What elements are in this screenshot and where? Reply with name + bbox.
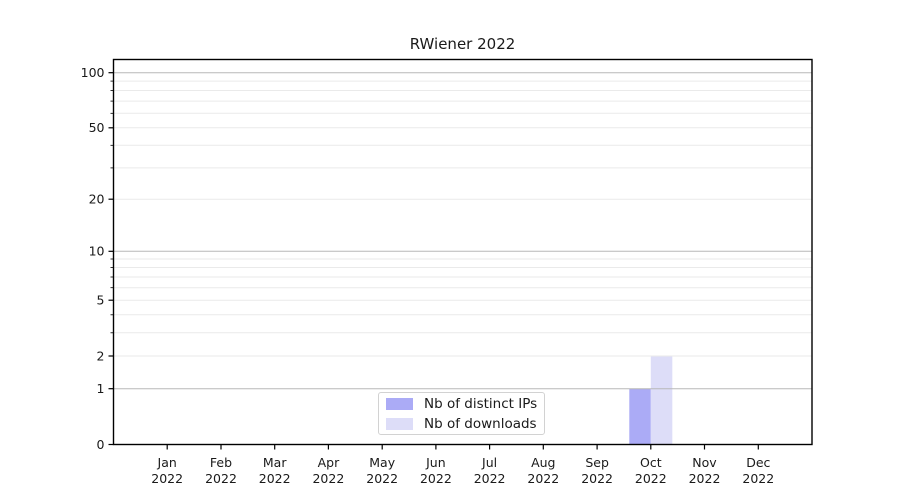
x-tick-label-year: 2022: [635, 471, 667, 486]
bar-downloads-oct: [650, 356, 673, 445]
y-tick-label: 2: [97, 348, 105, 363]
legend-item-distinct-ips: Nb of distinct IPs: [386, 395, 544, 412]
x-tick-label-year: 2022: [527, 471, 559, 486]
y-tick-label: 1: [97, 381, 105, 396]
y-tick-label: 50: [89, 120, 105, 135]
x-tick-label-year: 2022: [742, 471, 774, 486]
x-tick-label-month: Oct: [640, 455, 662, 470]
bar-distinct-ips-oct: [629, 388, 651, 445]
x-tick-label-month: Nov: [692, 455, 717, 470]
x-tick-label-month: Sep: [585, 455, 609, 470]
y-tick-label: 0: [97, 437, 105, 452]
legend-item-downloads: Nb of downloads: [386, 415, 544, 432]
legend-swatch-downloads: [386, 417, 413, 430]
x-tick-label-year: 2022: [420, 471, 452, 486]
x-tick-label-month: Apr: [318, 455, 340, 470]
legend-swatch-distinct-ips: [386, 397, 413, 410]
x-tick-label-year: 2022: [312, 471, 344, 486]
x-tick-label-year: 2022: [205, 471, 237, 486]
x-tick-label-year: 2022: [689, 471, 721, 486]
x-tick-label-year: 2022: [151, 471, 183, 486]
x-tick-label-year: 2022: [581, 471, 613, 486]
legend-label-downloads: Nb of downloads: [424, 415, 537, 432]
x-tick-label-month: Dec: [746, 455, 770, 470]
y-tick-label: 20: [89, 192, 105, 207]
legend-label-distinct-ips: Nb of distinct IPs: [424, 395, 538, 412]
x-tick-label-month: Jul: [481, 455, 497, 470]
chart-title: RWiener 2022: [409, 35, 516, 53]
y-tick-label: 100: [81, 65, 105, 80]
x-tick-label-month: Jun: [425, 455, 446, 470]
x-tick-label-month: Mar: [263, 455, 287, 470]
x-tick-label-year: 2022: [474, 471, 506, 486]
y-tick-label: 5: [97, 293, 105, 308]
chart-legend: Nb of distinct IPs Nb of downloads: [378, 392, 545, 435]
x-tick-label-month: Jan: [157, 455, 177, 470]
x-tick-label-year: 2022: [259, 471, 291, 486]
x-tick-label-month: Feb: [210, 455, 232, 470]
x-tick-label-month: Aug: [531, 455, 555, 470]
y-tick-label: 10: [89, 244, 105, 259]
plot-border: [112, 58, 813, 446]
x-tick-label-year: 2022: [366, 471, 398, 486]
x-tick-label-month: May: [369, 455, 395, 470]
